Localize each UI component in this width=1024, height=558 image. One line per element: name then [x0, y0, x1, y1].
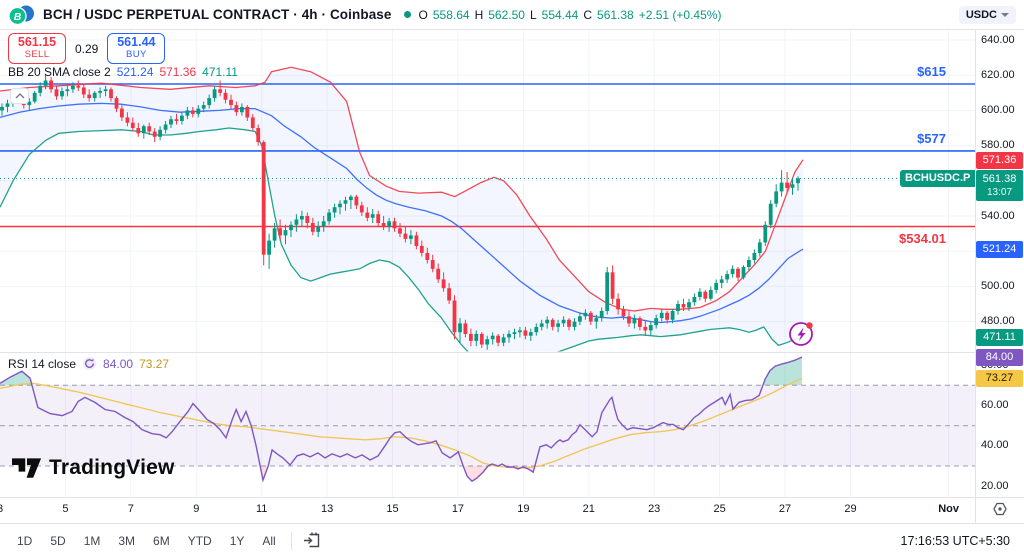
- time-axis-label[interactable]: 15: [386, 503, 399, 515]
- sell-label: SELL: [24, 49, 50, 61]
- toolbar-divider: [290, 532, 292, 550]
- tradingview-logo-text: TradingView: [49, 456, 175, 479]
- time-axis-label[interactable]: 21: [582, 503, 595, 515]
- sell-button[interactable]: 561.15 SELL: [8, 33, 66, 64]
- gear-icon: [993, 502, 1007, 516]
- open-value: 558.64: [432, 7, 470, 22]
- time-axis-label[interactable]: 13: [320, 503, 334, 515]
- rsi-axis-label: 20.00: [981, 479, 1009, 492]
- high-value: 562.50: [488, 7, 525, 22]
- coin-pair-icon: B: [8, 5, 34, 25]
- axis-settings-button[interactable]: [991, 501, 1009, 519]
- bb-legend-title: BB 20 SMA close 2: [8, 65, 111, 79]
- range-button-3m[interactable]: 3M: [111, 530, 142, 552]
- level-label: $615: [917, 64, 946, 79]
- spread-value: 0.29: [75, 41, 99, 56]
- range-button-5d[interactable]: 5D: [43, 530, 72, 552]
- change-value: +2.51 (+0.45%): [638, 7, 722, 22]
- rsi-ma-value: 73.27: [139, 356, 170, 371]
- bb-basis-price-badge: 521.24: [976, 240, 1023, 258]
- price-axis-label: 500.00: [981, 279, 1015, 292]
- high-label: H: [474, 7, 484, 22]
- price-axis-label: 540.00: [981, 209, 1015, 222]
- price-axis-label: 580.00: [981, 139, 1015, 152]
- bar-countdown: 13:07: [986, 186, 1013, 198]
- level-label: $534.01: [899, 230, 946, 246]
- flash-trade-button[interactable]: [788, 319, 816, 347]
- last-price-value: 561.38: [982, 172, 1017, 185]
- refresh-sync-icon: [82, 356, 97, 371]
- tradingview-logo[interactable]: TradingView: [12, 456, 175, 480]
- rsi-axis-label: 60.00: [981, 398, 1009, 411]
- rsi-axis-label: 40.00: [981, 439, 1009, 452]
- calendar-arrow-icon: [303, 532, 319, 547]
- price-axis-label: 620.00: [981, 68, 1015, 81]
- time-axis-label[interactable]: 29: [844, 503, 857, 515]
- low-label: L: [529, 7, 537, 22]
- time-axis-label[interactable]: 19: [517, 503, 530, 515]
- ohlc-values: O 558.64 H 562.50 L 554.44 C 561.38 +2.51 (+…: [419, 8, 722, 22]
- bollinger-legend[interactable]: BB 20 SMA close 2 521.24 571.36 471.11: [8, 65, 238, 79]
- rsi-value: 84.00: [103, 356, 134, 371]
- order-widget: 561.15 SELL 0.29 561.44 BUY: [8, 33, 166, 64]
- bb-upper-price-badge: 571.36: [976, 152, 1023, 170]
- bb-lower-price-badge: 471.11: [976, 328, 1023, 346]
- time-axis-label[interactable]: 27: [778, 503, 792, 515]
- sell-price: 561.15: [17, 35, 57, 50]
- bb-upper-value: 571.36: [159, 65, 197, 79]
- range-button-ytd[interactable]: YTD: [181, 530, 219, 552]
- bb-basis-value: 521.24: [116, 65, 154, 79]
- time-axis-label[interactable]: Nov: [938, 503, 959, 515]
- clock[interactable]: 17:16:53 UTC+5:30: [900, 534, 1010, 548]
- market-status-icon: [403, 11, 411, 18]
- time-axis-label[interactable]: 23: [648, 503, 661, 515]
- close-value: 561.38: [597, 7, 634, 22]
- level-label: $577: [917, 130, 946, 146]
- range-button-all[interactable]: All: [255, 530, 282, 552]
- time-axis-label[interactable]: 11: [255, 503, 268, 515]
- time-axis-label[interactable]: 25: [713, 503, 726, 515]
- range-button-1d[interactable]: 1D: [10, 530, 39, 552]
- rsi-value-badge: 84.00: [976, 348, 1023, 366]
- chevron-up-icon: [15, 93, 24, 99]
- bottom-toolbar: 1D 5D 1M 3M 6M YTD 1Y All 17:16:53 UTC+5:30: [0, 523, 1024, 558]
- range-button-1m[interactable]: 1M: [77, 530, 108, 552]
- time-axis-label[interactable]: 3: [0, 503, 3, 515]
- currency-label: USDC: [965, 8, 997, 21]
- range-button-6m[interactable]: 6M: [146, 530, 177, 552]
- bch-coin-letter: B: [14, 11, 22, 23]
- time-axis-label[interactable]: 17: [451, 503, 465, 515]
- time-axis-label[interactable]: 5: [62, 503, 69, 515]
- collapse-pane-button[interactable]: [10, 88, 29, 104]
- time-axis-label[interactable]: 7: [127, 503, 134, 515]
- price-axis-label: 480.00: [981, 315, 1015, 328]
- symbol-price-marker: BCHUSDC.P: [900, 169, 976, 187]
- rsi-ma-badge: 73.27: [976, 370, 1023, 388]
- last-price-badge: 561.38 13:07: [976, 169, 1023, 201]
- open-label: O: [418, 7, 428, 22]
- symbol-title[interactable]: BCH / USDC PERPETUAL CONTRACT · 4h · Coi…: [43, 7, 392, 22]
- top-toolbar: B BCH / USDC PERPETUAL CONTRACT · 4h · C…: [0, 0, 1024, 30]
- range-buttons: 1D 5D 1M 3M 6M YTD 1Y All: [10, 530, 283, 552]
- time-axis-label[interactable]: 9: [193, 503, 200, 515]
- low-value: 554.44: [541, 7, 579, 22]
- close-label: C: [583, 7, 593, 22]
- price-axis-label: 640.00: [981, 33, 1015, 46]
- rsi-legend[interactable]: RSI 14 close 84.00 73.27: [8, 356, 169, 371]
- bb-lower-value: 471.11: [202, 65, 238, 79]
- buy-label: BUY: [125, 49, 147, 61]
- buy-button[interactable]: 561.44 BUY: [107, 33, 166, 64]
- tradingview-mark-icon: [12, 457, 42, 478]
- buy-price: 561.44: [117, 35, 156, 50]
- rsi-legend-title: RSI 14 close: [8, 356, 77, 371]
- lightning-icon: [789, 322, 813, 346]
- currency-dropdown[interactable]: USDC: [958, 5, 1016, 24]
- range-button-1y[interactable]: 1Y: [223, 530, 252, 552]
- chevron-down-icon: [1001, 12, 1009, 17]
- price-axis-label: 600.00: [981, 103, 1015, 116]
- go-to-date-button[interactable]: [300, 528, 324, 555]
